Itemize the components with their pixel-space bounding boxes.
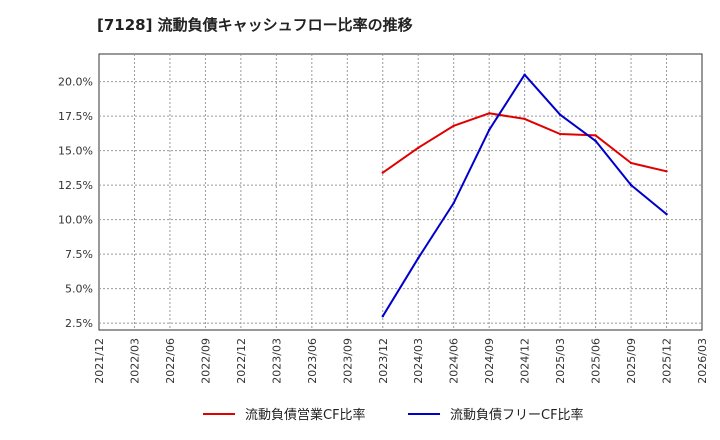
legend-label-2: 流動負債フリーCF比率: [450, 407, 584, 423]
data-point: [629, 183, 633, 187]
y-tick-label: 2.5%: [65, 317, 93, 330]
data-point: [558, 113, 562, 116]
data-point: [487, 128, 491, 132]
x-tick-label: 2022/09: [199, 338, 212, 384]
data-point: [381, 315, 384, 318]
grid: [99, 54, 702, 330]
x-tick-label: 2025/09: [625, 338, 638, 384]
plot-area: [98, 53, 703, 331]
x-tick-label: 2026/03: [696, 338, 709, 384]
data-point: [594, 134, 597, 137]
y-axis: 2.5% 5.0% 7.5% 10.0% 12.5% 15.0% 17.5% 20.0%: [58, 76, 93, 331]
series: [381, 73, 668, 318]
x-tick-label: 2023/03: [270, 338, 283, 384]
data-point: [417, 146, 420, 150]
y-tick-label: 10.0%: [58, 214, 93, 227]
x-tick-label: 2024/09: [483, 338, 496, 384]
chart-title: [7128] 流動負債キャッシュフロー比率の推移: [97, 16, 413, 34]
data-point: [665, 170, 668, 173]
x-tick-label: 2023/06: [306, 338, 319, 384]
data-point: [665, 212, 668, 216]
x-tick-label: 2025/03: [554, 338, 567, 384]
data-point: [629, 161, 633, 165]
legend: 流動負債営業CF比率 流動負債フリーCF比率: [203, 407, 584, 423]
x-tick-label: 2022/06: [164, 338, 177, 384]
x-tick-label: 2025/06: [590, 338, 603, 384]
x-tick-label: 2023/09: [341, 338, 354, 384]
x-tick-label: 2022/12: [235, 338, 248, 384]
y-tick-label: 15.0%: [58, 145, 93, 158]
y-tick-label: 7.5%: [65, 248, 93, 261]
data-point: [452, 201, 455, 205]
data-point: [523, 117, 526, 121]
data-point: [558, 132, 562, 136]
x-tick-label: 2024/03: [412, 338, 425, 384]
x-tick-label: 2024/12: [519, 338, 532, 384]
data-point: [452, 124, 455, 127]
x-tick-label: 2022/03: [128, 338, 141, 384]
data-point: [594, 139, 597, 143]
x-axis: 2021/12 2022/03 2022/06 2022/09 2022/12 2023/…: [93, 338, 709, 384]
y-tick-label: 5.0%: [65, 283, 93, 296]
x-tick-label: 2025/12: [661, 338, 674, 384]
data-point: [381, 171, 384, 174]
data-point: [523, 73, 526, 76]
data-point: [487, 112, 491, 115]
x-tick-label: 2021/12: [93, 338, 106, 384]
y-tick-label: 20.0%: [58, 76, 93, 89]
data-point: [417, 257, 420, 260]
legend-label-1: 流動負債営業CF比率: [245, 407, 366, 423]
x-tick-label: 2023/12: [377, 338, 390, 384]
y-tick-label: 12.5%: [58, 179, 93, 192]
x-tick-label: 2024/06: [448, 338, 461, 384]
y-tick-label: 17.5%: [58, 110, 93, 123]
